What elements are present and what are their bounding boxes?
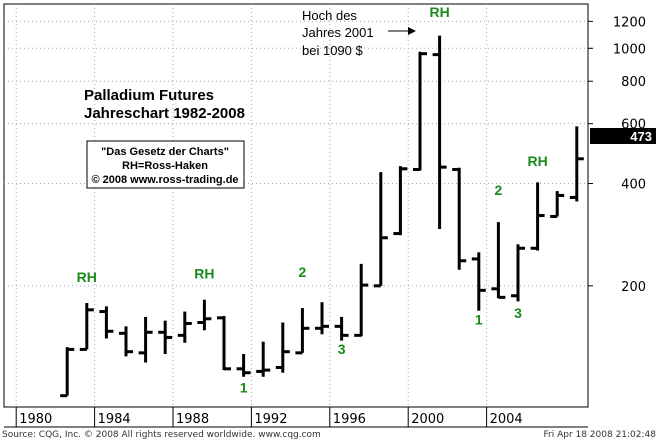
- y-tick-label: 200: [621, 280, 646, 295]
- plot-frame: [3, 3, 589, 408]
- ohlc-bar: [79, 303, 94, 351]
- ohlc-bar: [393, 166, 408, 236]
- ohlc-bar: [550, 191, 565, 218]
- ohlc-bar: [530, 182, 545, 251]
- info-box-line3: © 2008 www.ross-trading.de: [91, 174, 238, 186]
- ohlc-bar: [511, 244, 525, 302]
- wave-labels: RH RH RH RH 1 1 2 2 3 3: [77, 4, 548, 395]
- annotation-line2: Jahres 2001: [302, 25, 374, 40]
- ohlc-bar: [491, 222, 506, 299]
- y-tick-label: 800: [621, 75, 646, 90]
- footer: Source: CQG, Inc. © 2008 All rights rese…: [0, 429, 660, 443]
- ohlc-bar: [432, 35, 447, 229]
- x-tick-label: 1992: [254, 412, 287, 427]
- ohlc-bar: [315, 302, 329, 335]
- x-tick-label: 2004: [490, 412, 523, 427]
- ohlc-bar: [334, 316, 349, 341]
- wave-label: 2: [495, 182, 503, 198]
- info-box-line2: RH=Ross-Haken: [122, 160, 208, 172]
- ohlc-bar: [452, 167, 467, 270]
- last-value-marker: 473: [590, 128, 656, 144]
- x-tick-label: 1996: [333, 412, 366, 427]
- ohlc-bar: [197, 299, 212, 331]
- x-tick-label: 1988: [176, 412, 209, 427]
- info-box: [86, 140, 245, 189]
- wave-label: 2: [299, 264, 307, 280]
- annotation-line1: Hoch des: [302, 8, 357, 23]
- info-box-line1: "Das Gesetz der Charts": [101, 146, 229, 158]
- footer-source: Source: CQG, Inc. © 2008 All rights rese…: [2, 430, 321, 440]
- wave-label: RH: [527, 153, 547, 169]
- ohlc-bar: [236, 354, 251, 377]
- wave-label: RH: [194, 266, 214, 282]
- x-tick-label: 1980: [19, 412, 52, 427]
- ohlc-bar: [413, 51, 427, 171]
- x-tick-label: 1984: [98, 412, 131, 427]
- ohlc-bar: [354, 263, 369, 337]
- annotation-arrow: [388, 27, 416, 35]
- x-tick-label: 2000: [411, 412, 444, 427]
- chart-title-line1: Palladium Futures: [84, 87, 214, 104]
- x-axis: 1980 1984 1988 1992 1996 2000 2004: [4, 407, 588, 428]
- ohlc-bar: [158, 320, 173, 355]
- annotation-line3: bei 1090 $: [302, 43, 363, 58]
- y-tick-label: 1200: [613, 15, 646, 30]
- ohlc-bar: [138, 316, 153, 363]
- ohlc-bar: [275, 322, 290, 373]
- wave-label: RH: [429, 4, 449, 20]
- chart-title-line2: Jahreschart 1982-2008: [84, 105, 245, 122]
- last-value-label: 473: [630, 129, 652, 144]
- ohlc-bar: [295, 308, 310, 355]
- ohlc-bar: [119, 326, 133, 357]
- wave-label: RH: [77, 269, 97, 285]
- ohlc-bar: [60, 347, 75, 398]
- wave-label: 1: [475, 311, 483, 327]
- wave-label: 1: [240, 380, 248, 396]
- price-bars: [60, 35, 584, 398]
- y-tick-label: 400: [621, 178, 646, 193]
- ohlc-bar: [569, 126, 584, 202]
- ohlc-bar: [373, 172, 388, 288]
- y-tick-label: 1000: [613, 42, 646, 57]
- ohlc-bar: [471, 252, 486, 311]
- ohlc-bar: [177, 311, 192, 343]
- ohlc-bar: [99, 306, 114, 339]
- footer-date: Fri Apr 18 2008 21:02:48: [543, 430, 656, 440]
- wave-label: 3: [514, 305, 522, 321]
- grid: [4, 4, 588, 407]
- ohlc-bar: [256, 341, 271, 377]
- wave-label: 3: [338, 341, 346, 357]
- ohlc-bar: [217, 316, 231, 371]
